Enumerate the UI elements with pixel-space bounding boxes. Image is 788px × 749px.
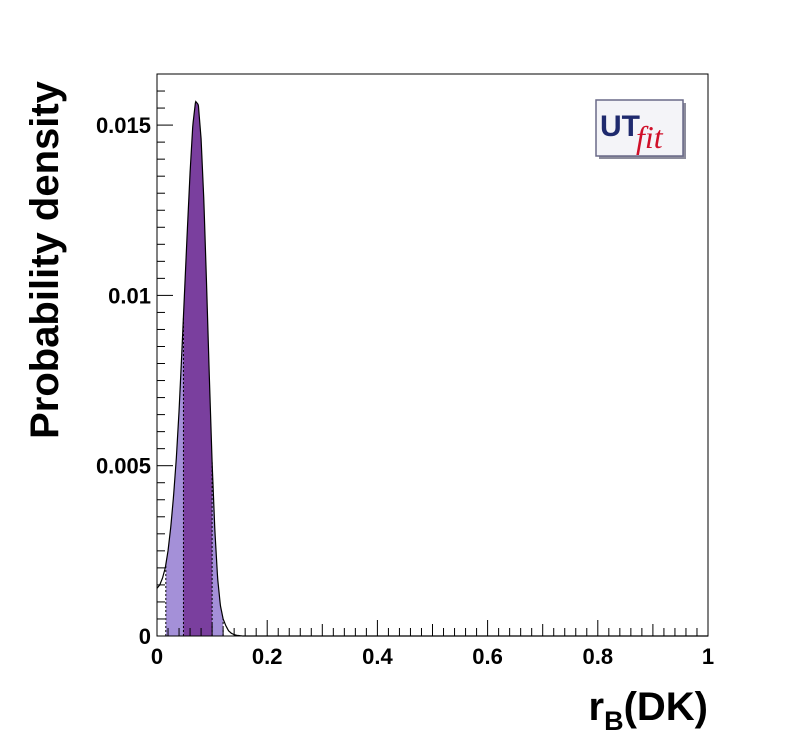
logo-text-ut: UT [600, 110, 640, 143]
utfit-logo: UT fit [595, 99, 686, 159]
logo-box [595, 99, 684, 157]
x-tick-labels: 0 0.2 0.4 0.6 0.8 1 [151, 644, 714, 669]
logo-text-fit: fit [636, 119, 664, 155]
x-tick-label: 1 [702, 644, 714, 669]
y-axis-title: Probability density [23, 80, 67, 439]
credible-interval-68 [183, 101, 213, 637]
axis-ticks [156, 73, 709, 637]
x-tick-label: 0.6 [472, 644, 503, 669]
x-tick-label: 0.2 [252, 644, 283, 669]
x-axis-title: rB(DK) [589, 685, 709, 736]
interval-boundaries [165, 316, 224, 636]
x-axis-title-main: r [589, 685, 605, 729]
y-tick-label: 0.005 [96, 454, 151, 479]
y-tick-label: 0.01 [108, 283, 151, 308]
y-tick-labels: 0 0.005 0.01 0.015 [96, 113, 151, 649]
y-tick-label: 0.015 [96, 113, 151, 138]
pdf-curve-group [156, 100, 708, 637]
x-tick-label: 0.8 [583, 644, 614, 669]
pdf-curve [156, 100, 708, 637]
x-axis-title-rest: (DK) [624, 685, 708, 729]
y-tick-label: 0 [139, 624, 151, 649]
x-axis-title-subscript: B [604, 706, 624, 736]
interval-68-area [183, 101, 213, 637]
x-tick-label: 0 [151, 644, 163, 669]
x-tick-label: 0.4 [362, 644, 393, 669]
